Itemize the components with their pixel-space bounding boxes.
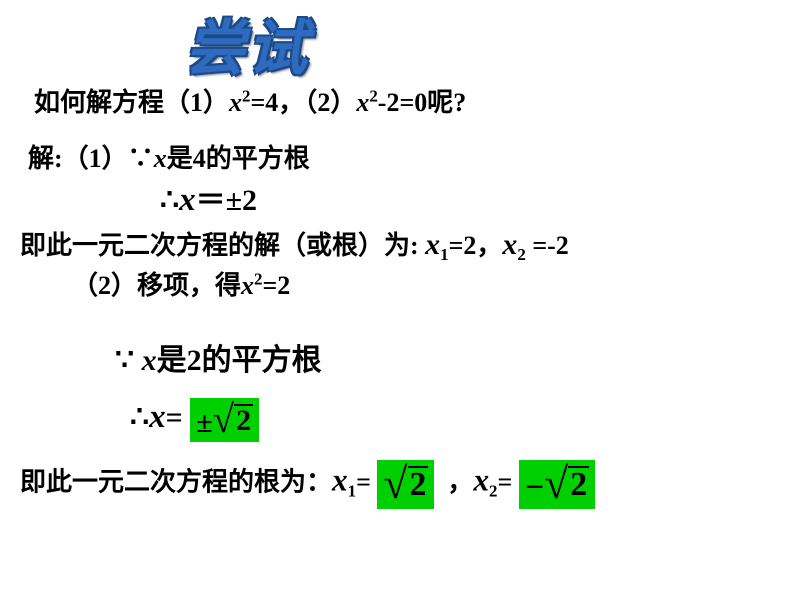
root2-box2: −√2	[519, 460, 595, 509]
root2-comma: ，	[447, 467, 473, 496]
root1-e1: =2，	[449, 231, 503, 260]
sol2-prefix: （	[72, 271, 98, 300]
concl1-var: x	[179, 182, 196, 218]
question-line: 如何解方程（1）x2=4，（2）x2-2=0呢?	[34, 82, 466, 119]
concl2-sym: ∴	[130, 401, 149, 434]
root1-s2: 2	[517, 245, 525, 264]
q-prefix: 如何解方程（	[34, 88, 190, 117]
q-var2: x	[356, 88, 369, 117]
root2-sqrt2: 2	[568, 466, 589, 502]
root1-x1: x	[425, 228, 440, 261]
root2-x2: x	[473, 462, 489, 497]
because2-var: x	[142, 344, 157, 377]
root2-box1: √2	[377, 460, 434, 509]
q-var1: x	[229, 88, 242, 117]
concl2-sqrt: 2	[234, 404, 253, 436]
root2-neg: −	[525, 469, 544, 506]
root1-x2: x	[502, 228, 517, 261]
solution1-line: 解:（1）∵x是4的平方根	[28, 138, 310, 175]
sqrt-icon: √2	[383, 462, 428, 506]
root2-sqrt1: 2	[408, 466, 429, 502]
sqrt-icon: √2	[544, 462, 589, 506]
because2-line: ∵ x是2的平方根	[115, 335, 322, 379]
root1-s1: 1	[440, 245, 448, 264]
q-mid2: ）	[330, 88, 356, 117]
sol2-rest: =2	[262, 271, 290, 300]
root2-eq2: =	[497, 467, 512, 496]
sol1-n: 1	[89, 144, 102, 173]
concl1-sym: ∴	[160, 184, 179, 217]
root1-e2: =-2	[526, 231, 569, 260]
solution2-line: （2）移项，得x2=2	[72, 265, 290, 302]
because2-rest: 是2的平方根	[157, 344, 322, 377]
concl2-pm: ±	[196, 406, 212, 439]
sqrt-icon: √2	[213, 400, 253, 439]
root2-prefix: 即此一元二次方程的根为：	[20, 467, 332, 496]
root1-prefix: 即此一元二次方程的解（或根）为:	[20, 231, 419, 260]
sol1-prefix: 解:（	[28, 144, 89, 173]
sol2-mid: ）移项，得	[111, 271, 241, 300]
sol1-var: x	[154, 144, 167, 173]
q-n1: 1	[190, 88, 203, 117]
root2-s1: 1	[348, 482, 356, 501]
sol2-var: x	[241, 271, 254, 300]
q-rest1: =4，（	[250, 88, 317, 117]
sol1-rest: 是4的平方根	[167, 144, 310, 173]
q-mid1: ）	[203, 88, 229, 117]
root2-line: 即此一元二次方程的根为：x1= √2 ，x2= −√2	[20, 460, 595, 509]
q-qmark: ?	[453, 88, 466, 117]
concl1-eq: ＝	[196, 184, 226, 217]
heading: 尝试	[185, 0, 309, 87]
q-rest2: -2=0呢	[378, 88, 453, 117]
conclusion1-line: ∴x＝±2	[160, 175, 257, 219]
q-sup2: 2	[369, 86, 377, 105]
q-n2: 2	[317, 88, 330, 117]
concl2-var: x	[149, 399, 166, 435]
root1-line: 即此一元二次方程的解（或根）为: x1=2，x2 =-2	[20, 225, 569, 265]
concl2-eq: =	[166, 401, 183, 434]
sol1-mid: ）∵	[102, 144, 154, 173]
because2-sym: ∵	[115, 344, 134, 377]
concl1-val: ±2	[226, 184, 257, 217]
root2-eq1: =	[356, 467, 371, 496]
root2-x1: x	[332, 462, 348, 497]
sol2-n: 2	[98, 271, 111, 300]
conclusion2-line: ∴x= ±√2	[130, 398, 259, 442]
concl2-box: ±√2	[190, 398, 259, 442]
